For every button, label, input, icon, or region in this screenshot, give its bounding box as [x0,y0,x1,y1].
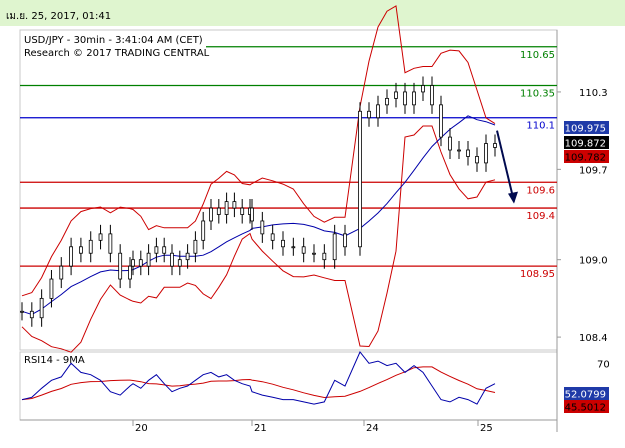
candle-body [49,278,54,299]
candle-body [185,252,190,261]
x-tick-label: 24 [366,423,379,434]
candle-body [343,233,347,248]
candle-body [270,233,275,241]
price-tick-label: 109.7 [579,165,608,176]
candle-body [69,246,73,267]
x-tick-label: 25 [480,423,493,434]
price-badge-label: 109.782 [565,153,606,164]
candle-body [466,149,470,157]
candle-body [98,233,103,241]
price-badge-label: 109.872 [565,139,606,150]
price-tick-label: 109.0 [579,256,608,267]
price-tick-label: 110.3 [579,88,608,99]
candle-body [118,252,123,280]
bollinger-lower [21,125,496,353]
level-label: 110.35 [520,88,555,99]
candle-body [376,104,380,119]
moving-average [21,115,496,316]
forecast-arrow [496,130,515,202]
candle-body [493,143,497,148]
price-pane [19,29,558,351]
rsi-ma-line [21,366,496,401]
candle-body [260,220,265,235]
candle-body [250,207,254,222]
candle-body [475,156,479,164]
candle-body [154,246,159,254]
price-tick-label: 108.4 [579,333,608,344]
candle-body [138,259,143,267]
candle-body [20,310,24,313]
candle-body [240,207,245,215]
rsi-label: RSI14 - 9MA [24,355,85,366]
level-label: 109.4 [526,211,555,222]
candle-body [281,239,285,248]
price-badge [564,136,609,149]
candle-body [59,265,64,280]
rsi-badge-label: 52.0799 [565,390,606,401]
price-badge [564,150,609,163]
candle-body [301,246,306,254]
rsi-pane [19,351,558,421]
candle-body [421,85,425,93]
candle-body [457,149,461,152]
candle-body [412,91,416,106]
forecast-arrowhead [508,191,518,204]
level-label: 108.95 [520,269,555,280]
rsi-badge-label: 45.5012 [565,403,606,414]
candle-body [216,207,221,215]
candle-body [232,201,237,209]
candle-body [224,201,229,215]
chart-title: USD/JPY - 30min - 3:41:04 AM (CET) [24,35,203,46]
rsi-badge [564,400,609,413]
candle-body [484,143,488,164]
candle-body [29,310,34,319]
candle-body [322,252,327,261]
bollinger-upper [21,5,496,297]
candle-body [201,220,206,241]
candle-body [394,91,398,99]
candle-body [131,259,135,267]
candle-body [162,246,167,254]
candle-body [312,252,316,255]
candle-body [367,110,371,119]
price-badge [564,121,609,134]
candle-body [291,246,296,249]
candle-body [193,239,198,254]
candle-body [170,252,174,267]
candle-body [128,265,132,280]
x-tick-label: 20 [135,423,148,434]
level-label: 110.1 [526,121,555,132]
x-tick-label: 21 [254,423,267,434]
date-bar: เม.ย. 25, 2017, 01:41 [0,0,625,26]
candle-body [358,110,362,248]
candle-body [403,91,407,106]
rsi-tick-label: 70 [597,359,610,370]
level-label: 110.65 [520,50,555,61]
timestamp: เม.ย. 25, 2017, 01:41 [6,11,112,22]
candle-body [39,297,44,319]
level-label: 109.6 [526,185,555,196]
price-badge-label: 109.975 [565,124,606,135]
candle-body [146,252,151,267]
rsi-badge [564,387,609,400]
candle-body [332,233,337,261]
candle-body [448,136,452,151]
candle-body [79,246,83,254]
candle-body [430,85,434,106]
candle-body [177,259,182,267]
candle-body [108,233,113,254]
candle-body [385,97,389,106]
candle-body [209,207,213,222]
candle-body [439,104,443,138]
rsi-line [21,351,496,405]
candle-body [88,239,93,254]
chart-subtitle: Research © 2017 TRADING CENTRAL [24,48,210,59]
